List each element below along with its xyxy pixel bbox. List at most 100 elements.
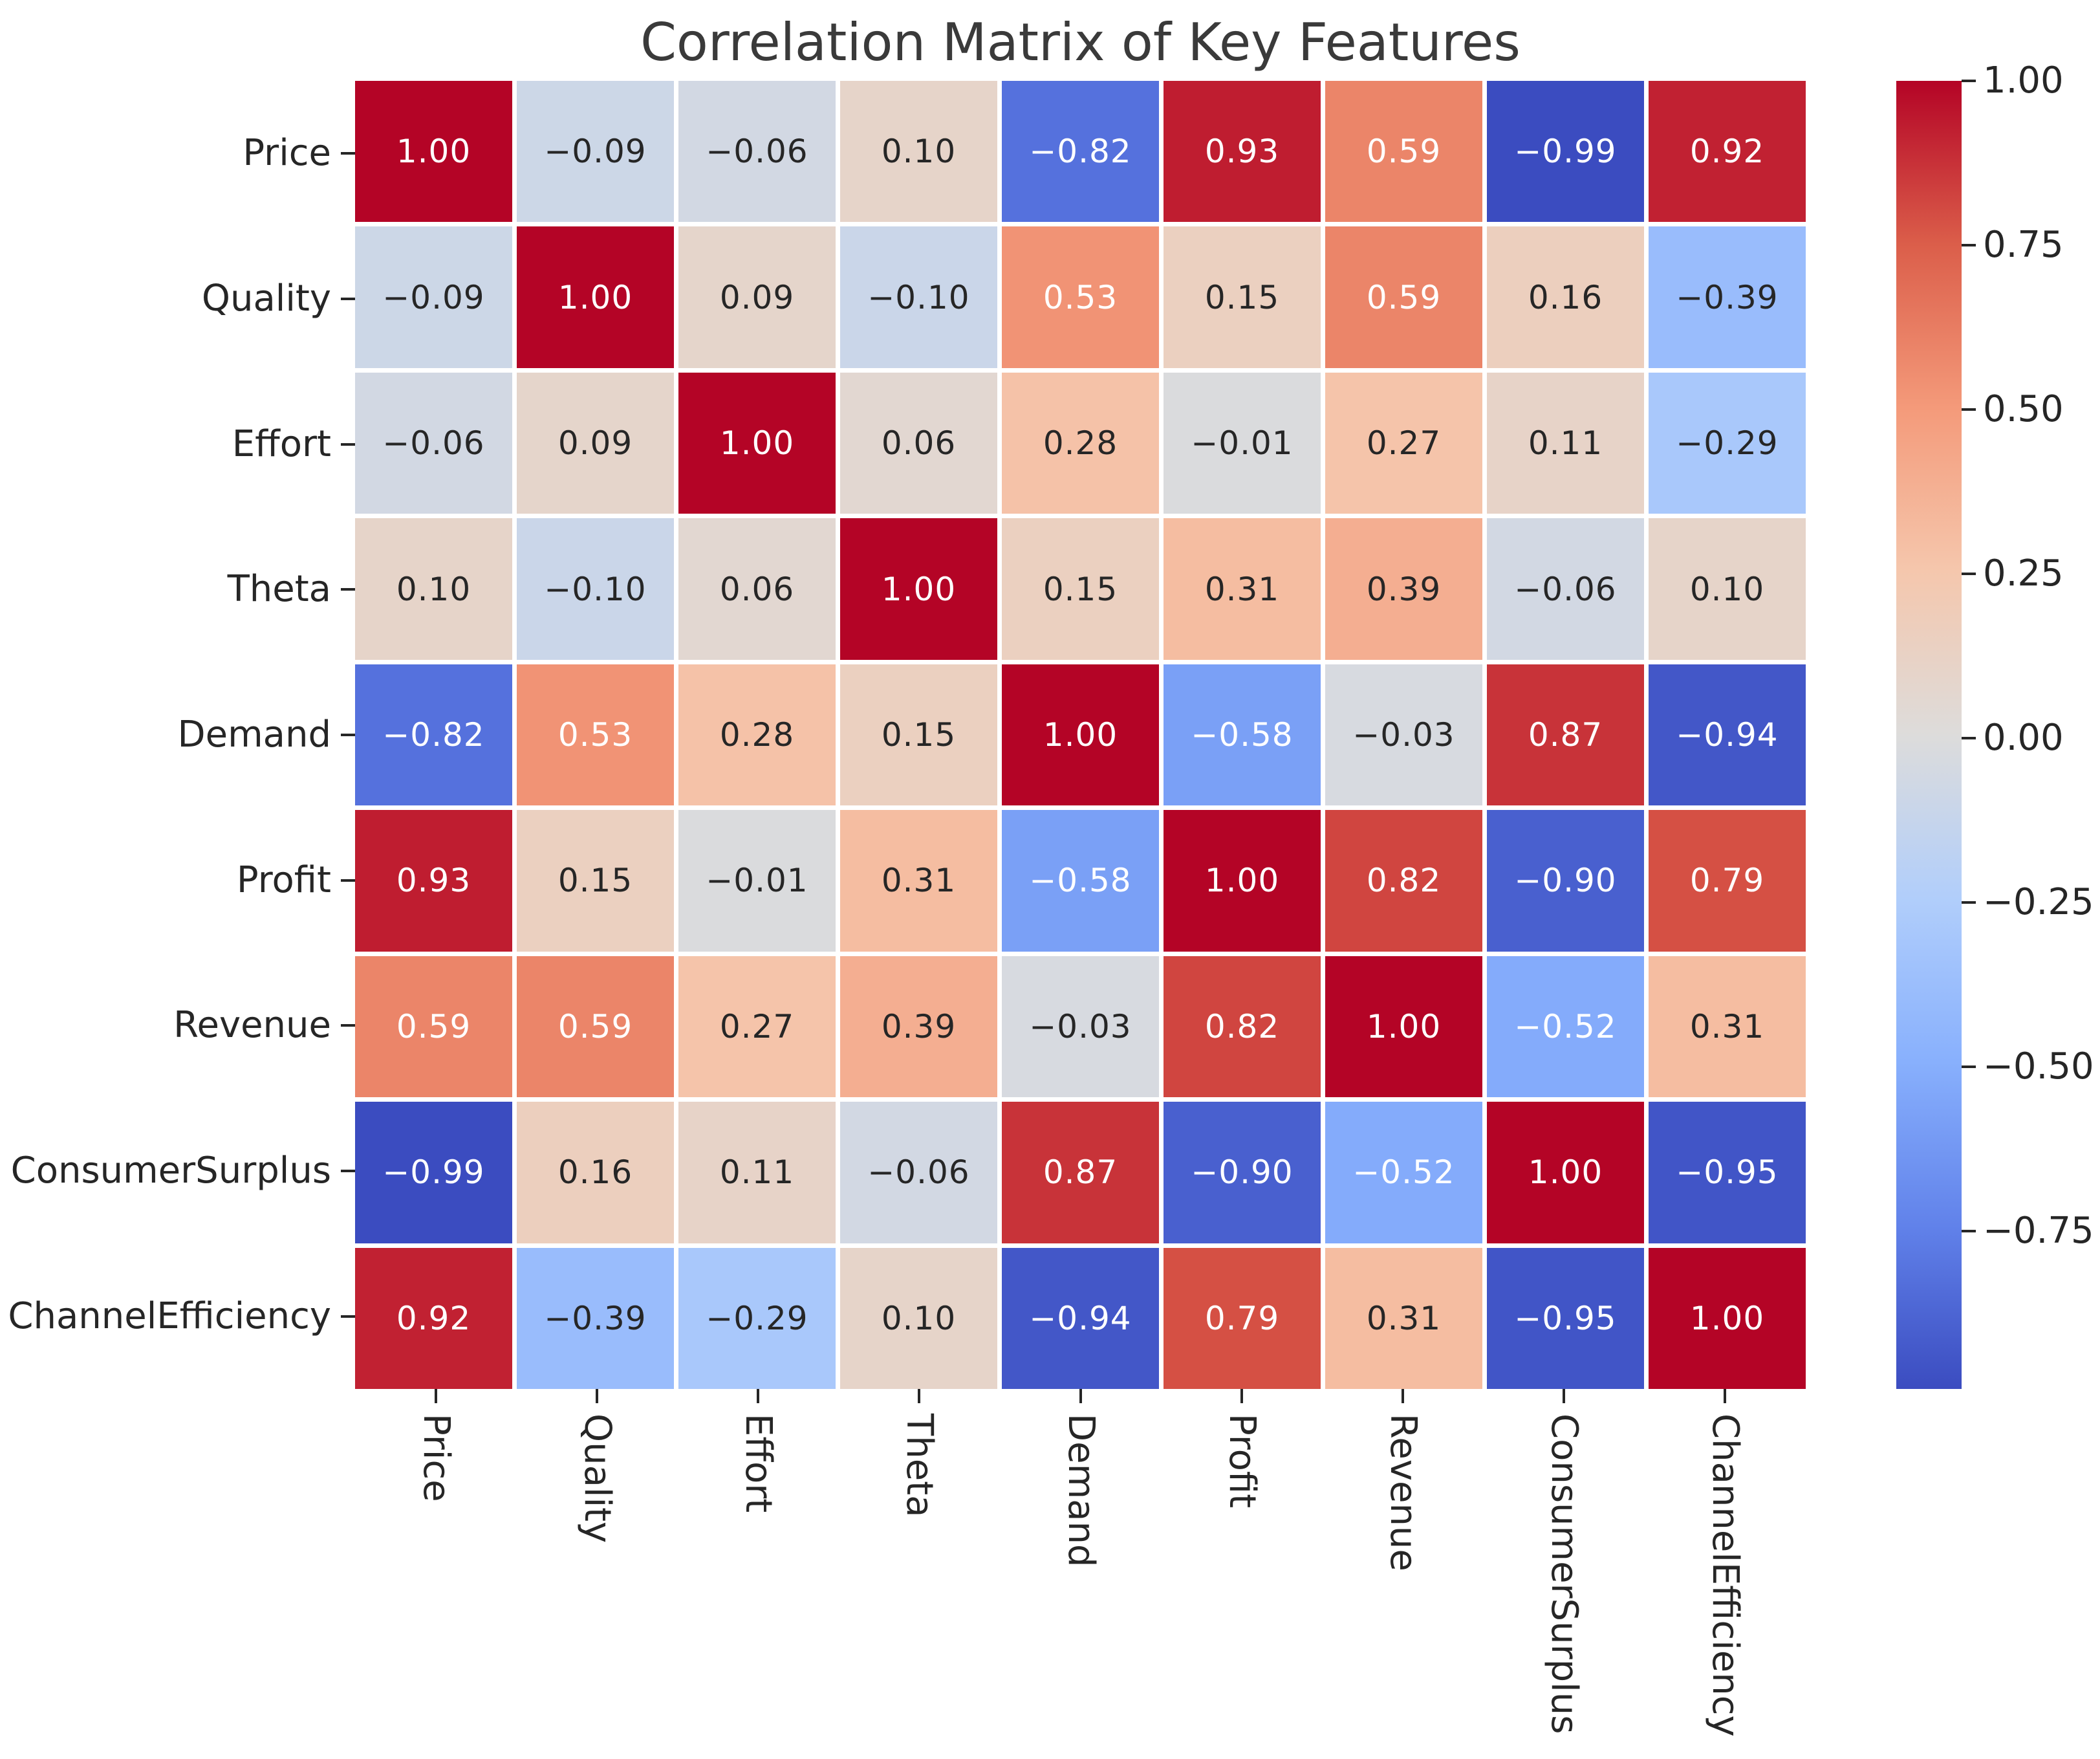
heatmap-cell: 1.00 xyxy=(1325,956,1482,1098)
y-tick-label: ConsumerSurplus xyxy=(10,1150,331,1192)
y-tick-label: Profit xyxy=(236,858,331,901)
y-tick-mark xyxy=(341,588,355,591)
heatmap-cell: 0.27 xyxy=(678,956,836,1098)
colorbar-tick-label: 0.25 xyxy=(1983,552,2064,595)
heatmap-cell: 0.11 xyxy=(678,1102,836,1243)
heatmap-cell: 0.31 xyxy=(1325,1247,1482,1389)
heatmap-cell: −0.10 xyxy=(840,226,997,368)
heatmap-cell: −0.01 xyxy=(678,810,836,952)
colorbar-tick-mark xyxy=(1962,901,1976,904)
heatmap-cell: −0.09 xyxy=(517,81,674,223)
colorbar-tick-label: −0.75 xyxy=(1983,1210,2094,1252)
x-tick-mark xyxy=(1724,1389,1727,1403)
heatmap-cell: −0.06 xyxy=(355,372,512,514)
heatmap-cell: −0.90 xyxy=(1487,810,1644,952)
chart-title: Correlation Matrix of Key Features xyxy=(640,12,1521,72)
x-tick-label: ConsumerSurplus xyxy=(1543,1414,1586,1734)
y-tick-mark xyxy=(341,298,355,300)
y-tick-mark xyxy=(341,1315,355,1318)
x-tick-mark xyxy=(918,1389,921,1403)
heatmap-cell: −0.39 xyxy=(517,1247,674,1389)
heatmap-cell: 0.93 xyxy=(355,810,512,952)
heatmap-cell: −0.29 xyxy=(1649,372,1806,514)
heatmap-cell: 0.59 xyxy=(517,956,674,1098)
heatmap-cell: 1.00 xyxy=(840,518,997,660)
x-tick-label: Quality xyxy=(576,1414,618,1544)
x-tick-mark xyxy=(434,1389,437,1403)
y-tick-mark xyxy=(341,1024,355,1027)
heatmap-cell: 0.27 xyxy=(1325,372,1482,514)
heatmap-cell: 0.39 xyxy=(840,956,997,1098)
y-tick-mark xyxy=(341,879,355,882)
heatmap-cell: 0.15 xyxy=(1164,226,1321,368)
heatmap-cell: 0.31 xyxy=(1164,518,1321,660)
colorbar-tick-label: 0.75 xyxy=(1983,224,2064,267)
heatmap-cell: 0.93 xyxy=(1164,81,1321,223)
heatmap-cell: −0.06 xyxy=(1487,518,1644,660)
heatmap-cell: −0.06 xyxy=(840,1102,997,1243)
y-tick-mark xyxy=(341,734,355,736)
x-tick-mark xyxy=(757,1389,760,1403)
heatmap-cell: −0.99 xyxy=(1487,81,1644,223)
x-tick-mark xyxy=(1079,1389,1082,1403)
heatmap-cell: −0.29 xyxy=(678,1247,836,1389)
y-tick-label: Theta xyxy=(227,568,331,611)
y-tick-label: Price xyxy=(243,132,331,175)
heatmap-cell: −0.95 xyxy=(1649,1102,1806,1243)
heatmap-cell: −0.09 xyxy=(355,226,512,368)
heatmap-cell: 0.06 xyxy=(840,372,997,514)
heatmap-cell: −0.52 xyxy=(1487,956,1644,1098)
colorbar-tick-label: −0.50 xyxy=(1983,1045,2094,1088)
y-tick-mark xyxy=(341,442,355,446)
heatmap-cell: 0.79 xyxy=(1649,810,1806,952)
colorbar-tick-mark xyxy=(1962,244,1976,247)
y-tick-label: Quality xyxy=(201,278,331,320)
heatmap-cell: −0.01 xyxy=(1164,372,1321,514)
heatmap-cell: −0.52 xyxy=(1325,1102,1482,1243)
y-tick-mark xyxy=(341,1170,355,1172)
heatmap-cell: 0.10 xyxy=(355,518,512,660)
heatmap-cell: 0.10 xyxy=(840,81,997,223)
heatmap-cell: 0.87 xyxy=(1487,664,1644,806)
heatmap-cell: 0.06 xyxy=(678,518,836,660)
y-tick-mark xyxy=(341,152,355,155)
heatmap-cell: −0.82 xyxy=(1002,81,1159,223)
heatmap-cell: 0.87 xyxy=(1002,1102,1159,1243)
colorbar-tick-mark xyxy=(1962,80,1976,82)
heatmap-cell: 1.00 xyxy=(517,226,674,368)
y-tick-label: Demand xyxy=(177,714,331,756)
x-tick-mark xyxy=(1563,1389,1566,1403)
colorbar-tick-label: 1.00 xyxy=(1983,60,2064,102)
heatmap-cell: 0.31 xyxy=(840,810,997,952)
heatmap-cell: −0.39 xyxy=(1649,226,1806,368)
heatmap-cell: 0.09 xyxy=(517,372,674,514)
heatmap-cell: 0.59 xyxy=(1325,226,1482,368)
x-tick-mark xyxy=(1240,1389,1243,1403)
heatmap-cell: −0.94 xyxy=(1649,664,1806,806)
heatmap-cell: 1.00 xyxy=(1487,1102,1644,1243)
heatmap-cell: −0.03 xyxy=(1002,956,1159,1098)
x-tick-label: Revenue xyxy=(1381,1414,1424,1571)
colorbar-tick-mark xyxy=(1962,408,1976,411)
heatmap-cell: 0.82 xyxy=(1164,956,1321,1098)
heatmap-cell: 1.00 xyxy=(355,81,512,223)
heatmap-cell: 0.53 xyxy=(1002,226,1159,368)
heatmap-cell: 0.28 xyxy=(678,664,836,806)
heatmap-cell: 1.00 xyxy=(1164,810,1321,952)
y-tick-label: Effort xyxy=(232,422,331,465)
colorbar xyxy=(1896,81,1962,1389)
heatmap-cell: 0.09 xyxy=(678,226,836,368)
heatmap-cell: 0.15 xyxy=(517,810,674,952)
heatmap-cell: 0.79 xyxy=(1164,1247,1321,1389)
colorbar-tick-label: 0.00 xyxy=(1983,717,2064,759)
x-tick-label: Effort xyxy=(737,1414,780,1513)
heatmap-cell: 0.59 xyxy=(1325,81,1482,223)
heatmap-cell: −0.58 xyxy=(1002,810,1159,952)
heatmap-cell: 0.39 xyxy=(1325,518,1482,660)
x-tick-mark xyxy=(1401,1389,1404,1403)
x-tick-label: ChannelEfficiency xyxy=(1704,1414,1747,1737)
heatmap-cell: 0.59 xyxy=(355,956,512,1098)
x-tick-label: Profit xyxy=(1220,1414,1263,1509)
heatmap-cell: 0.31 xyxy=(1649,956,1806,1098)
